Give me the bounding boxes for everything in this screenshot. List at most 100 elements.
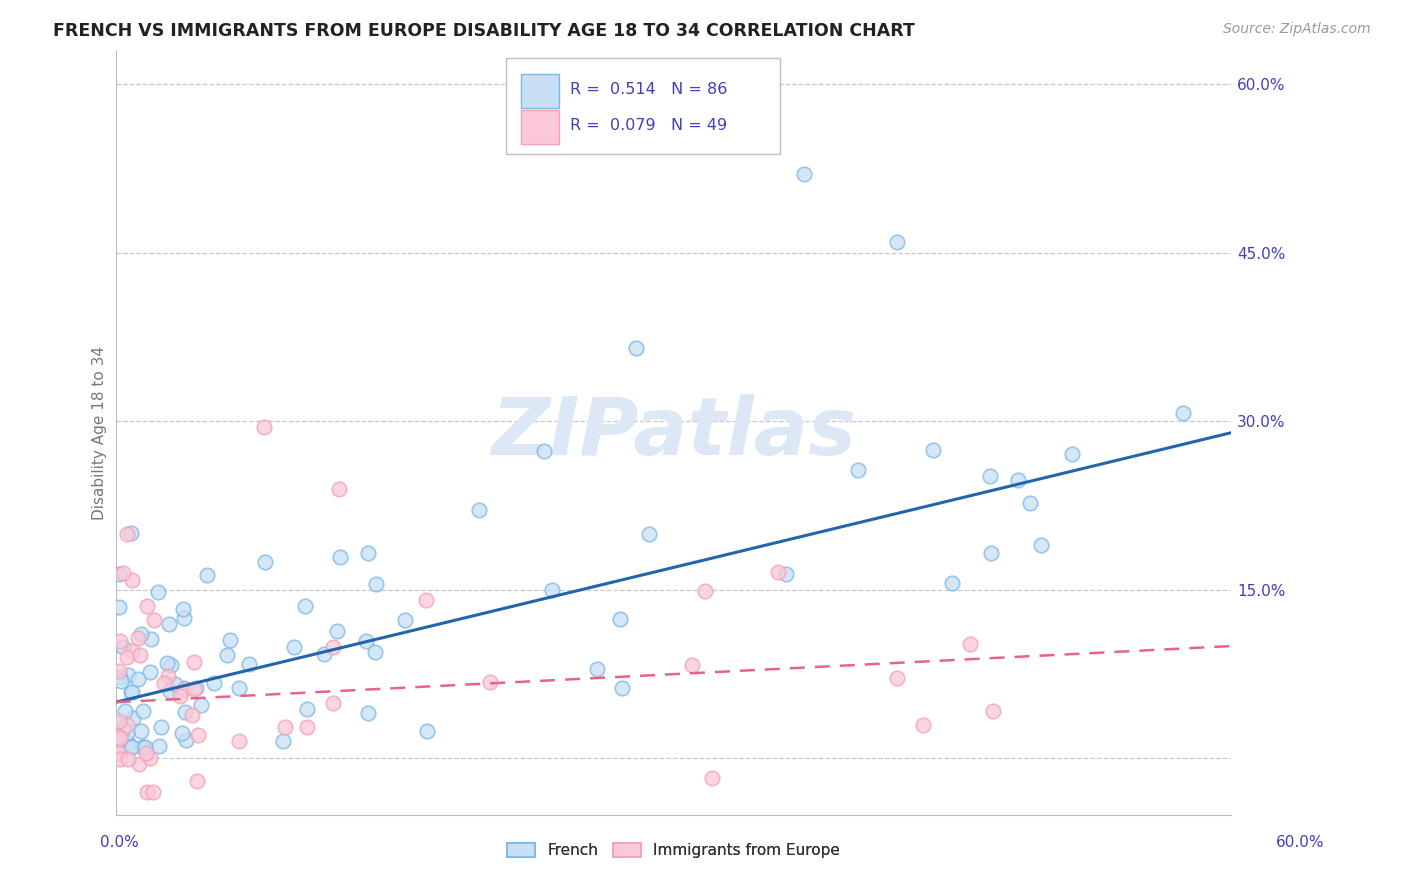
- Point: [886, 235, 908, 249]
- Point: [793, 167, 815, 181]
- FancyBboxPatch shape: [520, 111, 558, 144]
- Point: [295, 720, 318, 734]
- Point: [886, 671, 908, 685]
- Point: [120, 740, 142, 755]
- Point: [149, 720, 172, 734]
- Point: [110, 731, 132, 745]
- Point: [173, 681, 195, 696]
- Point: [314, 647, 336, 661]
- Point: [114, 704, 136, 718]
- Point: [121, 684, 143, 698]
- Point: [117, 668, 139, 682]
- Point: [163, 677, 186, 691]
- Point: [135, 785, 157, 799]
- Text: ZIPatlas: ZIPatlas: [491, 393, 856, 472]
- Point: [127, 673, 149, 687]
- Point: [326, 624, 349, 639]
- Point: [1171, 405, 1194, 419]
- Point: [202, 676, 225, 690]
- Point: [172, 602, 194, 616]
- Point: [122, 711, 145, 725]
- Point: [131, 704, 153, 718]
- Point: [364, 645, 387, 659]
- Point: [112, 722, 135, 736]
- Point: [131, 627, 153, 641]
- Point: [183, 656, 205, 670]
- Point: [127, 632, 149, 646]
- Point: [228, 733, 250, 747]
- Point: [117, 751, 139, 765]
- Point: [121, 573, 143, 587]
- Point: [115, 526, 138, 541]
- Point: [115, 718, 138, 732]
- Point: [478, 675, 501, 690]
- Point: [190, 698, 212, 712]
- Point: [610, 681, 633, 696]
- Point: [846, 463, 869, 477]
- Point: [108, 664, 131, 678]
- Point: [118, 740, 141, 755]
- Point: [108, 716, 131, 731]
- Point: [283, 640, 305, 655]
- Point: [115, 726, 138, 740]
- Point: [108, 714, 131, 728]
- Point: [357, 706, 380, 720]
- Point: [533, 444, 555, 458]
- FancyBboxPatch shape: [506, 58, 779, 153]
- Point: [921, 442, 943, 457]
- Point: [609, 611, 631, 625]
- Point: [146, 585, 169, 599]
- Point: [117, 736, 139, 750]
- Point: [121, 644, 143, 658]
- Point: [138, 665, 160, 679]
- Text: FRENCH VS IMMIGRANTS FROM EUROPE DISABILITY AGE 18 TO 34 CORRELATION CHART: FRENCH VS IMMIGRANTS FROM EUROPE DISABIL…: [53, 22, 915, 40]
- Point: [766, 565, 789, 579]
- Point: [128, 757, 150, 772]
- Point: [108, 567, 131, 582]
- Point: [131, 740, 153, 755]
- Point: [186, 728, 208, 742]
- Point: [415, 593, 437, 607]
- Point: [195, 567, 218, 582]
- Point: [329, 549, 352, 564]
- Point: [160, 657, 183, 672]
- Point: [1062, 447, 1084, 461]
- Point: [959, 637, 981, 651]
- Point: [586, 662, 609, 676]
- Point: [110, 634, 132, 648]
- Point: [271, 733, 294, 747]
- Point: [136, 599, 159, 614]
- Point: [215, 648, 238, 662]
- Point: [108, 730, 131, 744]
- Point: [132, 740, 155, 755]
- Point: [139, 632, 162, 646]
- Point: [155, 656, 177, 670]
- Y-axis label: Disability Age 18 to 34: Disability Age 18 to 34: [93, 345, 107, 520]
- Point: [254, 556, 277, 570]
- Point: [139, 751, 162, 765]
- Point: [183, 682, 205, 697]
- Point: [129, 723, 152, 738]
- Point: [156, 669, 179, 683]
- Point: [108, 670, 131, 684]
- Point: [110, 752, 132, 766]
- Point: [238, 657, 260, 672]
- Point: [134, 740, 156, 755]
- Point: [702, 771, 724, 785]
- Legend: French, Immigrants from Europe: French, Immigrants from Europe: [501, 837, 846, 864]
- Point: [110, 674, 132, 689]
- Point: [172, 726, 194, 740]
- Point: [186, 681, 208, 695]
- Point: [108, 599, 131, 614]
- Point: [356, 634, 378, 648]
- Point: [416, 724, 439, 739]
- Text: 60.0%: 60.0%: [1277, 836, 1324, 850]
- Point: [322, 640, 344, 654]
- Point: [626, 342, 648, 356]
- Point: [120, 525, 142, 540]
- Point: [129, 648, 152, 663]
- Point: [294, 599, 316, 613]
- Point: [148, 739, 170, 753]
- Point: [142, 785, 165, 799]
- Point: [121, 740, 143, 755]
